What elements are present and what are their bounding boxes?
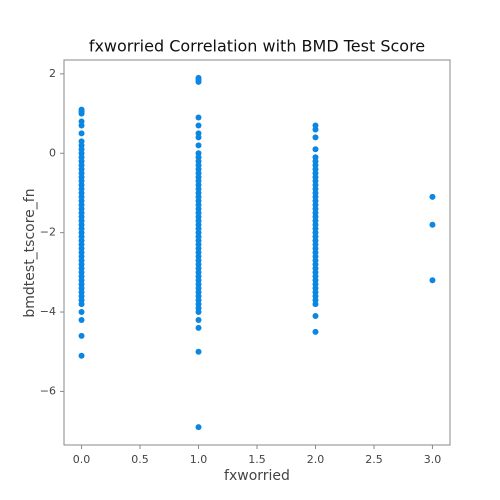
point <box>312 134 319 141</box>
point <box>195 348 202 355</box>
y-tick-label: −4 <box>40 305 56 318</box>
chart-title: fxworried Correlation with BMD Test Scor… <box>89 37 425 56</box>
point <box>78 301 85 308</box>
point <box>312 301 319 308</box>
point <box>78 130 85 137</box>
point <box>195 324 202 331</box>
point <box>195 309 202 316</box>
x-axis-label: fxworried <box>224 468 290 484</box>
y-axis-label: bmdtest_tscore_fn <box>22 188 38 317</box>
y-tick-label: 2 <box>49 67 56 80</box>
x-tick-label: 2.0 <box>307 453 325 466</box>
x-tick-label: 0.0 <box>73 453 91 466</box>
y-tick-label: −2 <box>40 226 56 239</box>
point <box>195 424 202 431</box>
point <box>312 146 319 153</box>
x-tick-label: 2.5 <box>365 453 383 466</box>
y-tick-label: −6 <box>40 384 56 397</box>
x-tick-label: 1.5 <box>248 453 266 466</box>
y-tick-label: 0 <box>49 146 56 159</box>
point <box>195 114 202 121</box>
point <box>429 193 436 200</box>
point <box>429 277 436 284</box>
point <box>429 221 436 228</box>
point <box>195 122 202 129</box>
x-tick-label: 3.0 <box>424 453 442 466</box>
point <box>78 122 85 129</box>
point <box>195 316 202 323</box>
point <box>312 313 319 320</box>
plot-frame <box>63 59 451 446</box>
point <box>195 78 202 85</box>
point <box>78 110 85 117</box>
point <box>78 316 85 323</box>
point <box>78 352 85 359</box>
point <box>195 142 202 149</box>
point <box>78 309 85 316</box>
x-tick-label: 0.5 <box>131 453 149 466</box>
point <box>78 332 85 339</box>
point <box>195 134 202 141</box>
x-tick-label: 1.0 <box>190 453 208 466</box>
point <box>312 328 319 335</box>
point <box>312 126 319 133</box>
